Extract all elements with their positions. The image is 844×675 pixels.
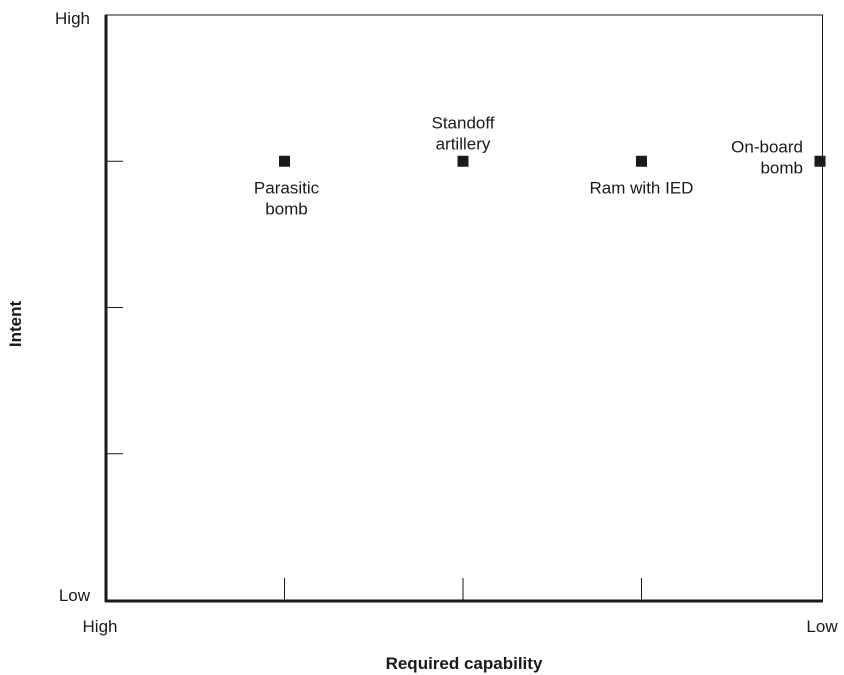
point-label-2: Standoff artillery: [431, 113, 494, 153]
plot-frame: [104, 14, 823, 603]
axis-ticks: [106, 160, 642, 600]
x-axis-low-label: Low: [806, 617, 838, 636]
y-axis-low-label: Low: [59, 586, 91, 605]
y-axis-title: Intent: [6, 301, 25, 348]
data-points: Parasitic bomb Standoff artillery Ram with I…: [254, 113, 826, 218]
point-marker-2: [457, 155, 469, 167]
y-axis-high-label: High: [55, 9, 90, 28]
x-axis-title: Required capability: [386, 654, 543, 673]
point-marker-1: [279, 155, 290, 167]
point-label-1: Parasitic bomb: [254, 178, 320, 218]
point-label-3: Ram with IED: [590, 178, 694, 197]
point-marker-3: [636, 155, 647, 167]
point-label-4: On-board bomb: [731, 137, 803, 177]
point-marker-4: [814, 155, 826, 167]
x-axis-high-label: High: [83, 617, 118, 636]
